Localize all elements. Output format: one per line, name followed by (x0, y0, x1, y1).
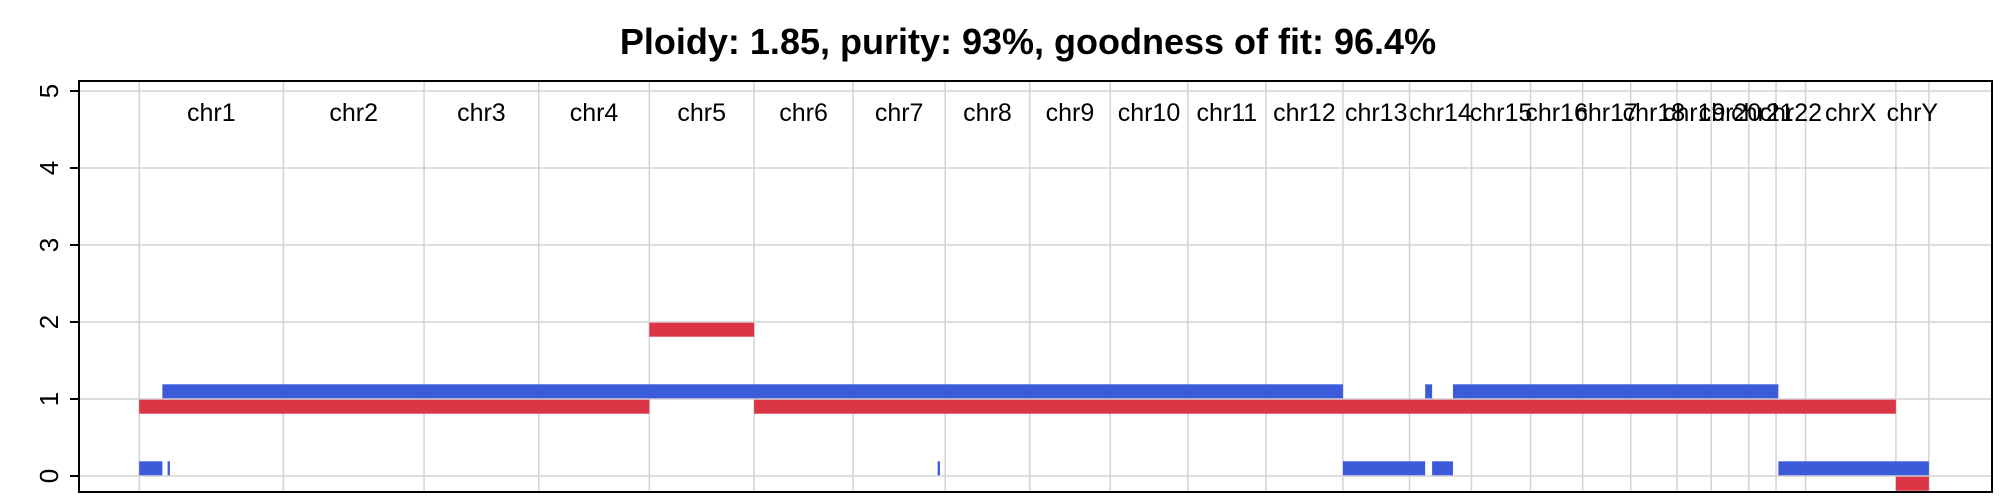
segment-series2-7 (1432, 461, 1453, 476)
grid-layer (79, 81, 1992, 492)
chromosome-label-chr18: chr18 (1623, 99, 1686, 127)
plot-frame (78, 80, 1993, 493)
segment-series2-2 (167, 461, 170, 476)
segment-series2-8 (1452, 384, 1779, 399)
chromosome-label-chr21: chr21 (1731, 99, 1794, 127)
chromosome-label-chr19: chr19 (1663, 99, 1726, 127)
chromosome-label-chr14: chr14 (1409, 99, 1472, 127)
chromosome-label-layer: chr1 chr2 chr3 chr4 chr5 chr6 chr7 chr8 chr9 chr1… (187, 99, 1938, 127)
segment-series1-1 (139, 399, 650, 414)
segment-layer (139, 322, 1929, 491)
chromosome-label-chr15: chr15 (1470, 99, 1533, 127)
y-tick-label-1: 1 (34, 392, 64, 406)
segment-series1-4 (1895, 476, 1929, 491)
chromosome-label-chr16: chr16 (1525, 99, 1588, 127)
chromosome-label-chr1: chr1 (187, 99, 236, 127)
chromosome-label-chr3: chr3 (457, 99, 506, 127)
chromosome-label-chr7: chr7 (875, 99, 924, 127)
y-tick-label-2: 2 (34, 315, 64, 329)
segment-series2-4 (937, 461, 940, 476)
y-tick-label-5: 5 (34, 84, 64, 98)
segment-series2-1 (139, 461, 163, 476)
chromosome-label-chr2: chr2 (329, 99, 378, 127)
chromosome-label-chr8: chr8 (963, 99, 1012, 127)
y-tick-label-4: 4 (34, 161, 64, 175)
chromosome-label-chr20: chr20 (1699, 99, 1762, 127)
segment-series2-5 (1342, 461, 1426, 476)
segment-series1-3 (754, 399, 1896, 414)
chromosome-label-chr4: chr4 (570, 99, 619, 127)
y-axis: 0 1 2 3 4 5 (34, 84, 80, 483)
chromosome-label-chr10: chr10 (1118, 99, 1181, 127)
chromosome-label-chr12: chr12 (1273, 99, 1336, 127)
chromosome-label-chr22: chr22 (1760, 99, 1823, 127)
y-tick-label-3: 3 (34, 238, 64, 252)
chart-title: Ploidy: 1.85, purity: 93%, goodness of f… (620, 21, 1436, 62)
segment-series2-6 (1425, 384, 1433, 399)
chromosome-label-chrY: chrY (1887, 99, 1939, 127)
segment-series2-9 (1778, 461, 1929, 476)
chromosome-label-chr13: chr13 (1345, 99, 1408, 127)
chromosome-label-chr5: chr5 (677, 99, 726, 127)
chromosome-label-chr17: chr17 (1575, 99, 1638, 127)
chromosome-label-chr9: chr9 (1046, 99, 1095, 127)
chromosome-label-chr11: chr11 (1197, 99, 1258, 127)
segment-series1-2 (649, 322, 755, 337)
chromosome-label-chr6: chr6 (779, 99, 828, 127)
y-tick-label-0: 0 (34, 469, 64, 483)
segment-series2-3 (162, 384, 1343, 399)
chromosome-label-chrX: chrX (1825, 99, 1877, 127)
